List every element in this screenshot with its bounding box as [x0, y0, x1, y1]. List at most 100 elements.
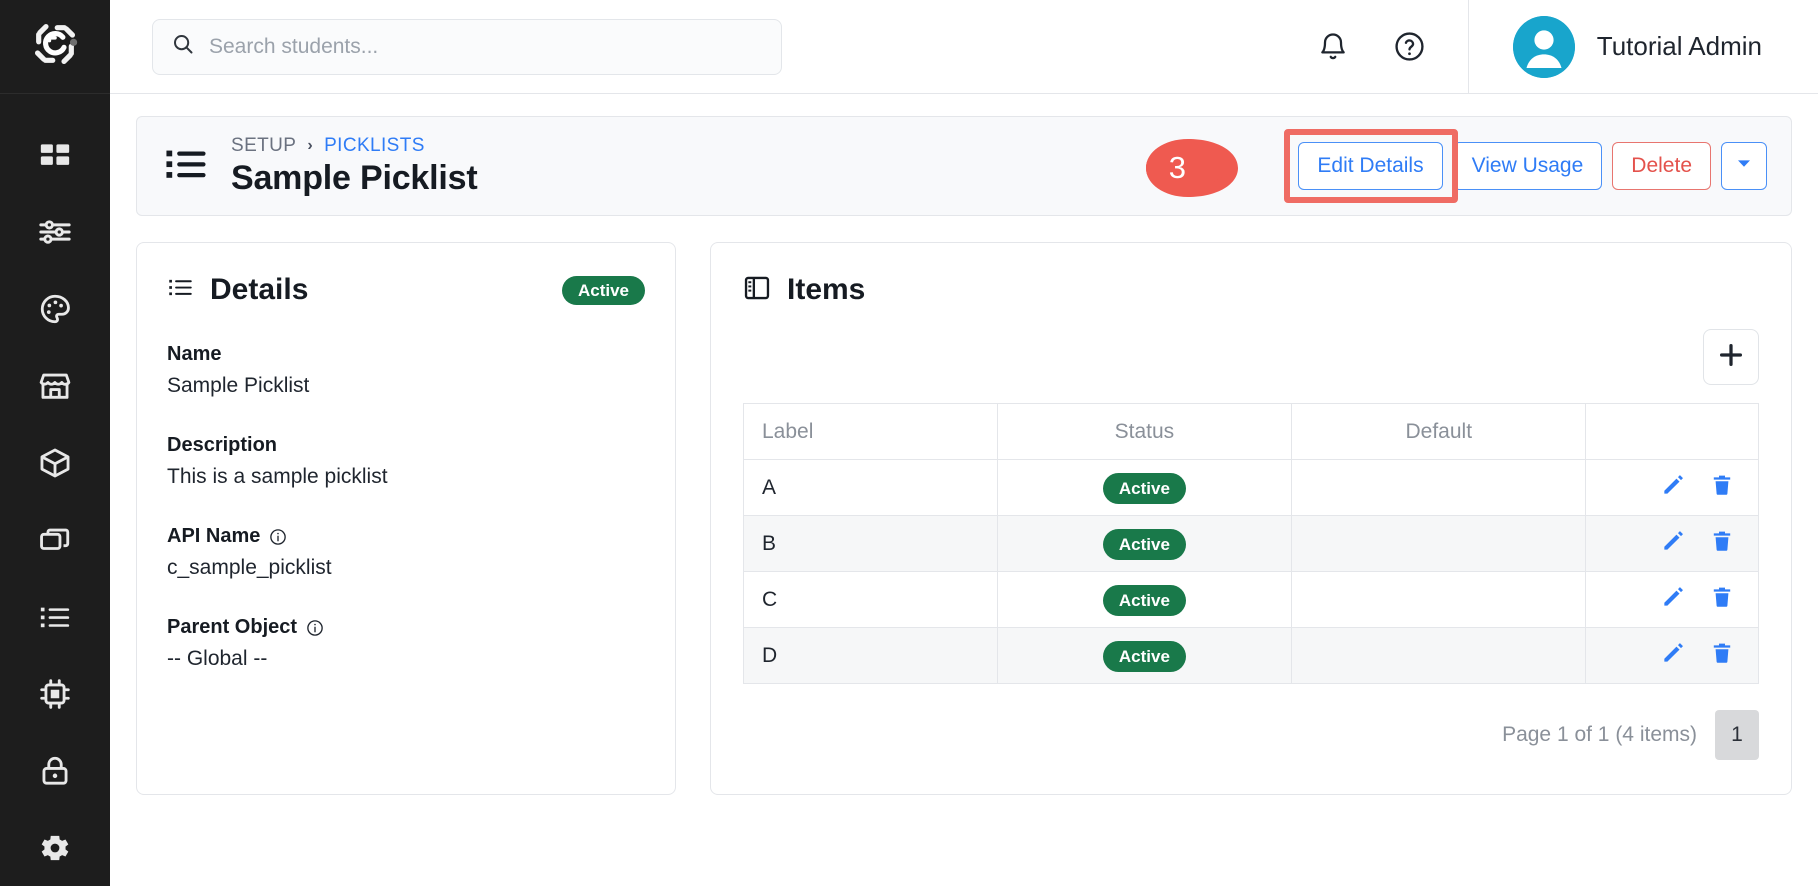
- delete-button[interactable]: Delete: [1612, 142, 1711, 190]
- content-columns: Details Active Name Sample Picklist Desc…: [136, 216, 1792, 795]
- table-header-row: Label Status Default: [743, 403, 1759, 460]
- sidebar-nav: [0, 94, 110, 886]
- row-action-group: [1660, 584, 1734, 610]
- app-logo[interactable]: [0, 0, 110, 94]
- page-header-list-icon: [163, 141, 209, 192]
- page-content: SETUP › PICKLISTS Sample Picklist Edit D…: [110, 94, 1818, 886]
- cell-default: [1291, 459, 1587, 516]
- topbar-icon-group: [1317, 30, 1468, 63]
- edit-details-button[interactable]: Edit Details: [1298, 142, 1443, 190]
- step-marker-3: 3: [1134, 136, 1240, 200]
- trash-icon[interactable]: [1710, 585, 1734, 609]
- search-box[interactable]: [152, 18, 782, 75]
- sidebar-item-security[interactable]: [0, 732, 110, 809]
- search-icon: [171, 32, 195, 61]
- trash-icon[interactable]: [1710, 641, 1734, 665]
- sliders-icon: [38, 215, 72, 249]
- field-name: Name Sample Picklist: [167, 343, 645, 398]
- main-area: Tutorial Admin: [110, 0, 1818, 886]
- field-name-value: Sample Picklist: [167, 374, 310, 397]
- table-row[interactable]: D Active: [743, 627, 1759, 684]
- field-api-name: API Name c_sample_picklist: [167, 525, 645, 580]
- cell-status: Active: [996, 627, 1293, 684]
- plus-icon: [1716, 340, 1746, 375]
- chip-icon: [38, 677, 72, 711]
- breadcrumb-picklists-link[interactable]: PICKLISTS: [324, 134, 425, 156]
- breadcrumb-separator-icon: ›: [307, 136, 314, 154]
- user-avatar-icon: [1512, 15, 1575, 78]
- cell-label: B: [743, 515, 998, 572]
- table-row[interactable]: C Active: [743, 571, 1759, 628]
- row-action-group: [1660, 640, 1734, 666]
- field-api-name-value: c_sample_picklist: [167, 556, 332, 579]
- pencil-icon[interactable]: [1660, 640, 1686, 666]
- sidebar-item-settings[interactable]: [0, 809, 110, 886]
- items-card: Items: [710, 242, 1792, 795]
- trash-icon[interactable]: [1710, 529, 1734, 553]
- list-icon: [38, 600, 72, 634]
- table-row[interactable]: B Active: [743, 515, 1759, 572]
- step-marker-number: 3: [1168, 150, 1187, 185]
- sidebar-item-settings-controls[interactable]: [0, 193, 110, 270]
- bell-icon[interactable]: [1317, 31, 1349, 63]
- sidebar-item-integrations[interactable]: [0, 655, 110, 732]
- sidebar-item-appearance[interactable]: [0, 270, 110, 347]
- user-menu[interactable]: Tutorial Admin: [1467, 0, 1818, 94]
- cell-status: Active: [996, 515, 1293, 572]
- dashboard-icon: [38, 138, 72, 172]
- status-badge: Active: [1102, 528, 1186, 560]
- items-card-header: Items: [743, 273, 1759, 307]
- page-header: SETUP › PICKLISTS Sample Picklist Edit D…: [136, 116, 1792, 216]
- field-description-label: Description: [167, 434, 278, 456]
- table-panel-icon: [743, 274, 771, 307]
- column-header-label[interactable]: Label: [743, 403, 998, 460]
- sidebar-item-products[interactable]: [0, 424, 110, 501]
- search-input[interactable]: [209, 34, 763, 59]
- cell-default: [1291, 571, 1587, 628]
- breadcrumb-root: SETUP: [231, 134, 297, 156]
- sidebar-item-pages[interactable]: [0, 501, 110, 578]
- sidebar-item-store[interactable]: [0, 347, 110, 424]
- pagination-page-1[interactable]: 1: [1715, 710, 1759, 760]
- pencil-icon[interactable]: [1660, 528, 1686, 554]
- pagination-summary: Page 1 of 1 (4 items): [1502, 723, 1697, 746]
- field-api-name-label-row: API Name: [167, 525, 645, 548]
- breadcrumb: SETUP › PICKLISTS: [231, 135, 477, 157]
- items-title: Items: [787, 273, 866, 306]
- info-icon[interactable]: [306, 619, 324, 637]
- pencil-icon[interactable]: [1660, 584, 1686, 610]
- page-action-buttons: Edit Details View Usage Delete: [1146, 129, 1767, 203]
- palette-icon: [38, 292, 72, 326]
- details-card-header: Details Active: [167, 273, 645, 307]
- status-badge: Active: [1102, 640, 1186, 672]
- details-title: Details: [210, 273, 309, 306]
- lock-icon: [38, 754, 72, 788]
- trash-icon[interactable]: [1710, 473, 1734, 497]
- view-usage-button[interactable]: View Usage: [1452, 142, 1603, 190]
- add-item-button[interactable]: [1703, 329, 1759, 385]
- windows-icon: [38, 523, 72, 557]
- page-title: Sample Picklist: [231, 158, 478, 197]
- items-table-body: A Active: [743, 459, 1759, 684]
- help-circle-icon[interactable]: [1393, 30, 1426, 63]
- table-row[interactable]: A Active: [743, 459, 1759, 516]
- cell-label: A: [743, 459, 998, 516]
- details-card: Details Active Name Sample Picklist Desc…: [136, 242, 676, 795]
- cell-status: Active: [996, 571, 1293, 628]
- pencil-icon[interactable]: [1660, 472, 1686, 498]
- field-api-name-label: API Name: [167, 525, 261, 547]
- pagination: Page 1 of 1 (4 items) 1: [743, 710, 1759, 760]
- sidebar-item-dashboard[interactable]: [0, 116, 110, 193]
- more-actions-button[interactable]: [1721, 142, 1767, 190]
- sidebar: [0, 0, 110, 886]
- field-parent-object-value: -- Global --: [167, 647, 268, 670]
- list-icon: [167, 274, 194, 306]
- info-icon[interactable]: [269, 528, 287, 546]
- column-header-default[interactable]: Default: [1291, 403, 1587, 460]
- status-badge: Active: [1102, 584, 1186, 616]
- package-icon: [38, 446, 72, 480]
- sidebar-item-lists[interactable]: [0, 578, 110, 655]
- field-parent-object: Parent Object -- Global --: [167, 616, 645, 671]
- column-header-status[interactable]: Status: [996, 403, 1293, 460]
